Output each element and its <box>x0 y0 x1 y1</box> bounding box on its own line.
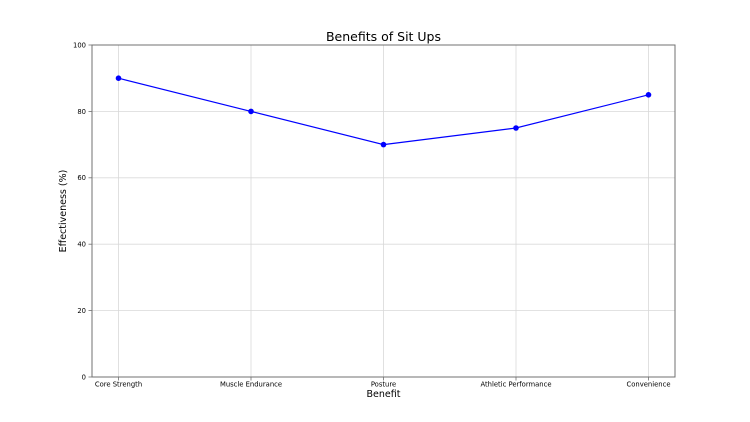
y-tick-label: 60 <box>77 174 86 182</box>
x-tick-label: Posture <box>371 381 396 389</box>
data-point <box>115 75 122 81</box>
y-tick-label: 20 <box>77 307 86 315</box>
data-point <box>513 125 519 131</box>
x-axis-label: Benefit <box>367 389 401 400</box>
y-tick-label: 100 <box>73 41 86 49</box>
y-tick-label: 80 <box>77 108 86 116</box>
data-point <box>380 141 387 148</box>
y-tick-label: 0 <box>82 373 86 381</box>
y-axis-label: Effectiveness (%) <box>58 170 69 253</box>
chart-title: Benefits of Sit Ups <box>326 29 441 44</box>
x-tick-label: Athletic Performance <box>480 381 551 389</box>
plot-border <box>91 44 676 378</box>
data-point <box>645 92 652 98</box>
x-tick-label: Muscle Endurance <box>220 381 282 389</box>
x-tick-label: Core Strength <box>95 381 142 389</box>
y-tick-label: 40 <box>77 241 86 249</box>
x-tick-label: Convenience <box>626 381 670 389</box>
data-point <box>248 108 254 115</box>
